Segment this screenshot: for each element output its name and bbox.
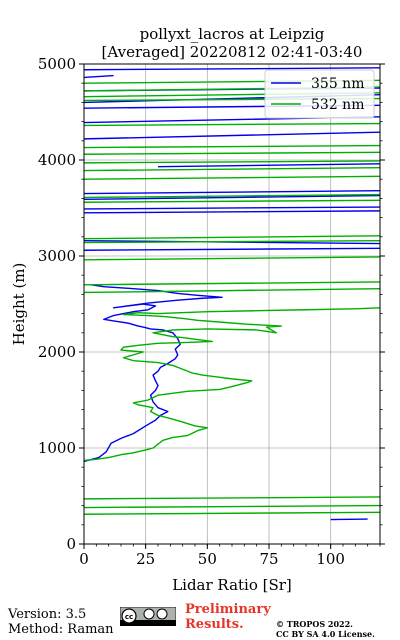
y-tick-label: 3000 [38,247,76,265]
series-532-nm [83,79,381,515]
series-segment-1 [83,281,381,286]
cc-logo-text: cc [125,613,133,621]
series-segment-1 [83,175,381,180]
copyright-line-1: © TROPOS 2022. [276,619,353,629]
legend-label-355: 355 nm [311,76,364,92]
series-segment-1 [83,496,381,500]
chart-title-line-1: pollyxt_lacros at Leipzig [140,25,325,43]
y-tick-label: 4000 [38,151,76,169]
cc-by-sa-license-icon: cc [120,607,176,626]
series-segment-1 [83,287,381,294]
preliminary-line-2: Results. [185,617,244,632]
series-segment-1 [83,256,381,261]
y-tick-label: 2000 [38,343,76,361]
legend-box [264,69,375,119]
y-tick-label: 5000 [38,55,76,73]
series-segment-1 [83,122,381,127]
y-tick-label: 1000 [38,439,76,457]
copyright-line-2: CC BY SA 4.0 License. [276,629,375,639]
axis-ticks [79,63,385,549]
version-label: Version: 3.5 [8,607,87,622]
series-segment-1 [83,511,381,515]
chart-title-line-2: [Averaged] 20220812 02:41-03:40 [102,43,363,61]
series-segment-0 [83,210,381,214]
preliminary-line-1: Preliminary [185,602,271,617]
series-355-nm [83,67,381,521]
series-segment-1 [83,235,381,240]
grid-lines [84,64,380,544]
series-segment-1 [83,504,381,509]
x-tick-label: 0 [79,550,89,568]
series-segment-1 [83,160,381,164]
series-line-1 [83,307,381,462]
preliminary-results-note: Preliminary Results. [185,602,271,632]
series-segment-0 [157,163,381,168]
series-segment-0 [83,190,381,195]
series-segment-1 [83,151,381,155]
x-axis-label: Lidar Ratio [Sr] [172,576,292,594]
series-segment-1 [83,193,381,199]
legend-label-532: 532 nm [311,97,364,113]
series-segment-0 [83,247,381,251]
x-axis-label-text: Lidar Ratio [Sr] [172,576,292,594]
x-tick-label: 100 [316,550,345,568]
x-tick-label: 75 [259,550,278,568]
series-segment-0 [83,67,381,71]
series-segment-0 [83,131,381,140]
series-segment-0 [83,194,381,201]
series-segment-1 [83,199,381,203]
series-segment-1 [83,239,381,244]
series-segment-0 [83,74,114,79]
legend: 355 nm 532 nm [264,69,375,119]
series-layer [83,67,381,521]
series-segment-1 [83,144,381,149]
x-tick-label: 25 [136,550,155,568]
lidar-ratio-chart: pollyxt_lacros at Leipzig [Averaged] 202… [10,25,385,594]
series-segment-0 [83,206,381,210]
y-tick-label: 0 [66,535,76,553]
copyright-note: © TROPOS 2022. CC BY SA 4.0 License. [276,619,375,639]
series-segment-1 [83,166,381,172]
x-tick-label: 50 [198,550,217,568]
method-label: Method: Raman [8,622,114,637]
y-axis-label: Height (m) [10,263,28,346]
